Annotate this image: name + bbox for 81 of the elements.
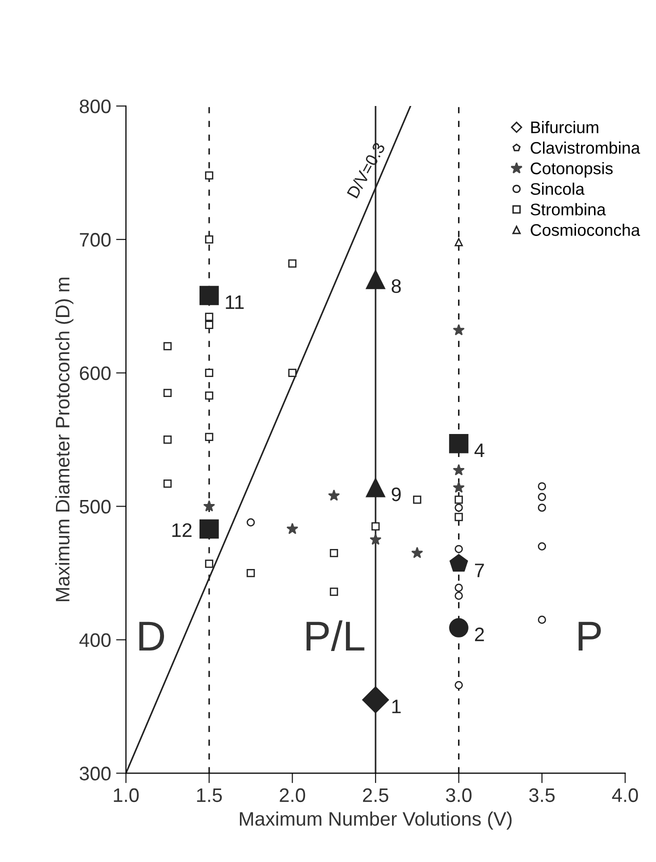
annotation: 12 [172, 523, 192, 537]
y-tick-label: 800 [80, 99, 111, 114]
y-tick-label: 400 [79, 633, 111, 648]
point [538, 482, 546, 490]
point [163, 342, 172, 350]
point [450, 554, 468, 572]
x-tick-label: 1.0 [114, 788, 139, 802]
point [366, 478, 386, 498]
point [203, 500, 216, 512]
point [454, 238, 463, 246]
y-tick-label: 300 [80, 766, 111, 780]
point [288, 368, 296, 377]
annotation: 4 [474, 444, 484, 457]
y-tick-label: 500 [80, 500, 111, 514]
point [538, 542, 546, 550]
point [454, 496, 463, 504]
legend-label: Bifurcium [531, 121, 598, 134]
point [205, 432, 214, 442]
point [538, 492, 546, 502]
annotation: 2 [475, 628, 484, 642]
point [454, 584, 463, 592]
legend-label: Cotonopsis [530, 162, 613, 178]
point [163, 388, 172, 398]
y-axis-title: Maximum Diameter Protoconch (D) m [55, 278, 74, 602]
annotation: 9 [392, 487, 401, 502]
x-tick-label: 1.5 [197, 788, 222, 802]
point [163, 480, 172, 488]
point [366, 270, 386, 290]
point [286, 522, 298, 534]
point [454, 512, 463, 522]
x-tick-label: 4.0 [612, 788, 638, 802]
x-tick-label: 2.5 [363, 788, 388, 802]
point [452, 481, 465, 493]
point [370, 534, 382, 545]
point [205, 171, 214, 180]
point [205, 391, 214, 400]
point [362, 686, 389, 714]
point [246, 518, 255, 526]
legend-label: Strombina [530, 203, 606, 216]
x-axis-title: Maximum Number Volutions (V) [240, 811, 512, 830]
point [205, 235, 214, 244]
point [538, 504, 546, 512]
point [413, 496, 422, 504]
annotation: 8 [392, 279, 401, 294]
annotation: 1 [392, 700, 401, 714]
point [452, 464, 465, 476]
point [454, 592, 463, 600]
point [411, 546, 424, 558]
annotation: P/L [306, 620, 364, 651]
point [163, 436, 172, 444]
x-tick-label: 3.0 [446, 788, 472, 802]
point [371, 522, 380, 530]
point [200, 519, 219, 539]
point [452, 324, 465, 336]
point [454, 504, 463, 512]
point [330, 588, 338, 596]
point [288, 259, 296, 268]
legend-label: Cosmioconcha [530, 224, 640, 236]
point [449, 434, 468, 454]
x-tick-label: 2.0 [280, 788, 306, 802]
legend-label: Sincola [530, 182, 585, 195]
point [205, 560, 214, 568]
point [205, 320, 214, 329]
annotation: D [139, 622, 164, 651]
point [454, 544, 463, 554]
x-tick-label: 3.5 [529, 788, 555, 802]
point [328, 489, 340, 501]
point [330, 548, 338, 558]
annotation: 11 [226, 295, 244, 309]
legend-label: Clavistrombina [530, 142, 640, 154]
point [246, 568, 255, 578]
point [454, 681, 463, 690]
point [205, 312, 214, 321]
point [200, 286, 219, 306]
y-tick-label: 700 [80, 232, 111, 247]
point [538, 616, 546, 624]
point [449, 618, 468, 638]
y-tick-label: 600 [80, 366, 111, 380]
annotation: P [578, 622, 601, 651]
annotation: 7 [475, 564, 484, 578]
point [205, 368, 214, 377]
